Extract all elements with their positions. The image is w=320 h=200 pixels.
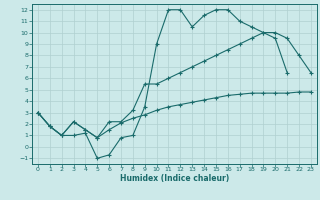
X-axis label: Humidex (Indice chaleur): Humidex (Indice chaleur) (120, 174, 229, 183)
